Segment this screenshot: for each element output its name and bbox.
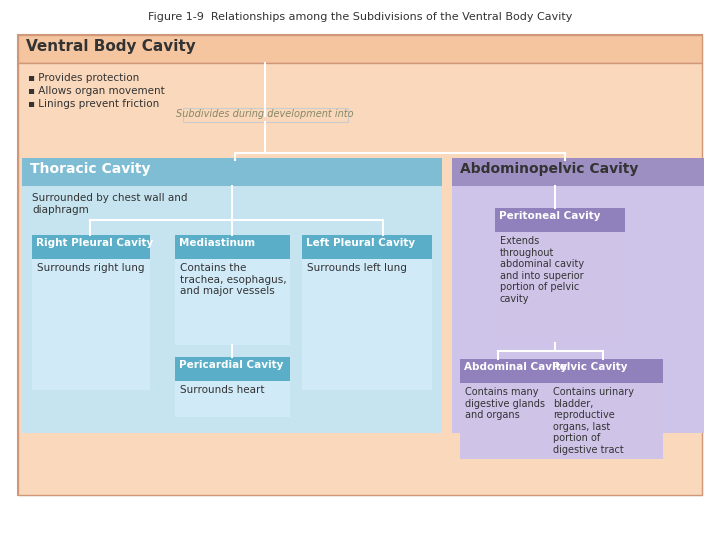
Bar (175, 235, 290, 259)
Bar (18, 35, 702, 495)
Text: ▪ Provides protection: ▪ Provides protection (28, 73, 139, 83)
Text: Abdominopelvic Cavity: Abdominopelvic Cavity (460, 162, 639, 176)
Bar (452, 186, 704, 433)
Text: Surrounds right lung: Surrounds right lung (37, 263, 145, 273)
Bar (548, 383, 663, 459)
Bar (175, 357, 290, 381)
Text: Figure 1-9  Relationships among the Subdivisions of the Ventral Body Cavity: Figure 1-9 Relationships among the Subdi… (148, 12, 572, 22)
Bar (175, 381, 290, 417)
Text: Surrounds left lung: Surrounds left lung (307, 263, 407, 273)
Text: Surrounds heart: Surrounds heart (180, 385, 264, 395)
Bar (302, 235, 432, 259)
Text: Thoracic Cavity: Thoracic Cavity (30, 162, 150, 176)
Bar (495, 232, 625, 343)
Text: Subdivides during development into: Subdivides during development into (176, 109, 354, 119)
Text: ▪ Allows organ movement: ▪ Allows organ movement (28, 86, 165, 96)
Text: Contains many
digestive glands
and organs: Contains many digestive glands and organ… (465, 387, 545, 420)
Text: Abdominal Cavity: Abdominal Cavity (464, 362, 567, 372)
Bar (18, 35, 702, 63)
Bar (302, 259, 432, 390)
Bar (460, 383, 575, 459)
Text: Left Pleural Cavity: Left Pleural Cavity (306, 238, 415, 248)
Bar (175, 259, 290, 345)
Bar (183, 108, 348, 122)
Bar (22, 158, 442, 186)
Text: Peritoneal Cavity: Peritoneal Cavity (499, 211, 600, 221)
Text: Right Pleural Cavity: Right Pleural Cavity (36, 238, 153, 248)
Bar (495, 208, 625, 232)
Bar (22, 186, 442, 433)
Text: ▪ Linings prevent friction: ▪ Linings prevent friction (28, 99, 159, 109)
Bar (548, 359, 663, 383)
Text: Pelvic Cavity: Pelvic Cavity (552, 362, 628, 372)
Text: Pericardial Cavity: Pericardial Cavity (179, 360, 284, 370)
Text: Mediastinum: Mediastinum (179, 238, 255, 248)
Bar (32, 259, 150, 390)
Text: Surrounded by chest wall and
diaphragm: Surrounded by chest wall and diaphragm (32, 193, 187, 214)
Bar (460, 359, 575, 383)
Bar (18, 63, 702, 495)
Bar (32, 235, 150, 259)
Text: Extends
throughout
abdominal cavity
and into superior
portion of pelvic
cavity: Extends throughout abdominal cavity and … (500, 236, 584, 304)
Text: Ventral Body Cavity: Ventral Body Cavity (26, 39, 196, 54)
Bar (452, 158, 704, 186)
Text: Contains urinary
bladder,
reproductive
organs, last
portion of
digestive tract: Contains urinary bladder, reproductive o… (553, 387, 634, 455)
Text: Contains the
trachea, esophagus,
and major vessels: Contains the trachea, esophagus, and maj… (180, 263, 287, 296)
